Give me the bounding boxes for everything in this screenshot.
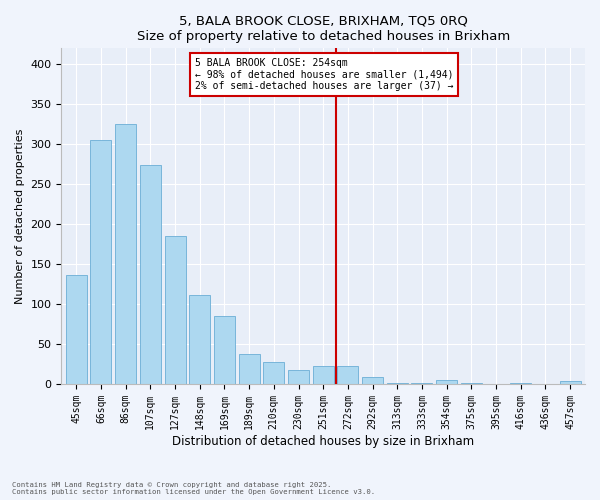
Bar [387, 383, 408, 384]
Bar [510, 383, 531, 384]
Bar [436, 380, 457, 384]
Bar [288, 370, 309, 384]
Bar [115, 124, 136, 384]
X-axis label: Distribution of detached houses by size in Brixham: Distribution of detached houses by size … [172, 434, 474, 448]
Bar [66, 276, 87, 384]
Bar [313, 366, 334, 384]
Title: 5, BALA BROOK CLOSE, BRIXHAM, TQ5 0RQ
Size of property relative to detached hous: 5, BALA BROOK CLOSE, BRIXHAM, TQ5 0RQ Si… [137, 15, 510, 43]
Bar [164, 236, 185, 384]
Y-axis label: Number of detached properties: Number of detached properties [15, 128, 25, 304]
Text: Contains HM Land Registry data © Crown copyright and database right 2025.
Contai: Contains HM Land Registry data © Crown c… [12, 482, 375, 495]
Bar [91, 140, 112, 384]
Bar [239, 354, 260, 384]
Bar [412, 383, 433, 384]
Bar [214, 316, 235, 384]
Bar [362, 377, 383, 384]
Bar [189, 296, 210, 384]
Bar [337, 366, 358, 384]
Bar [263, 362, 284, 384]
Text: 5 BALA BROOK CLOSE: 254sqm
← 98% of detached houses are smaller (1,494)
2% of se: 5 BALA BROOK CLOSE: 254sqm ← 98% of deta… [195, 58, 453, 91]
Bar [461, 383, 482, 384]
Bar [140, 165, 161, 384]
Bar [560, 381, 581, 384]
